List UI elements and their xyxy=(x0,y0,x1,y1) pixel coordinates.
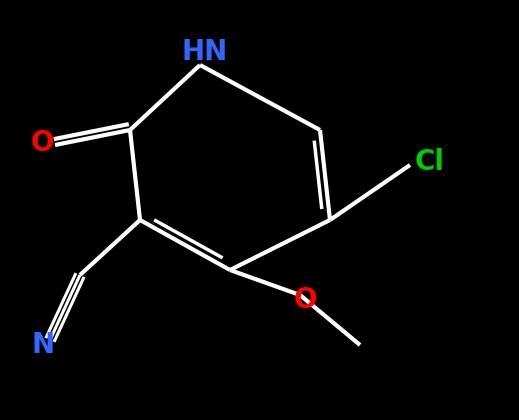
Text: O: O xyxy=(293,286,317,314)
Text: O: O xyxy=(30,129,54,157)
Text: N: N xyxy=(32,331,54,359)
Text: Cl: Cl xyxy=(415,148,445,176)
Text: HN: HN xyxy=(182,38,228,66)
